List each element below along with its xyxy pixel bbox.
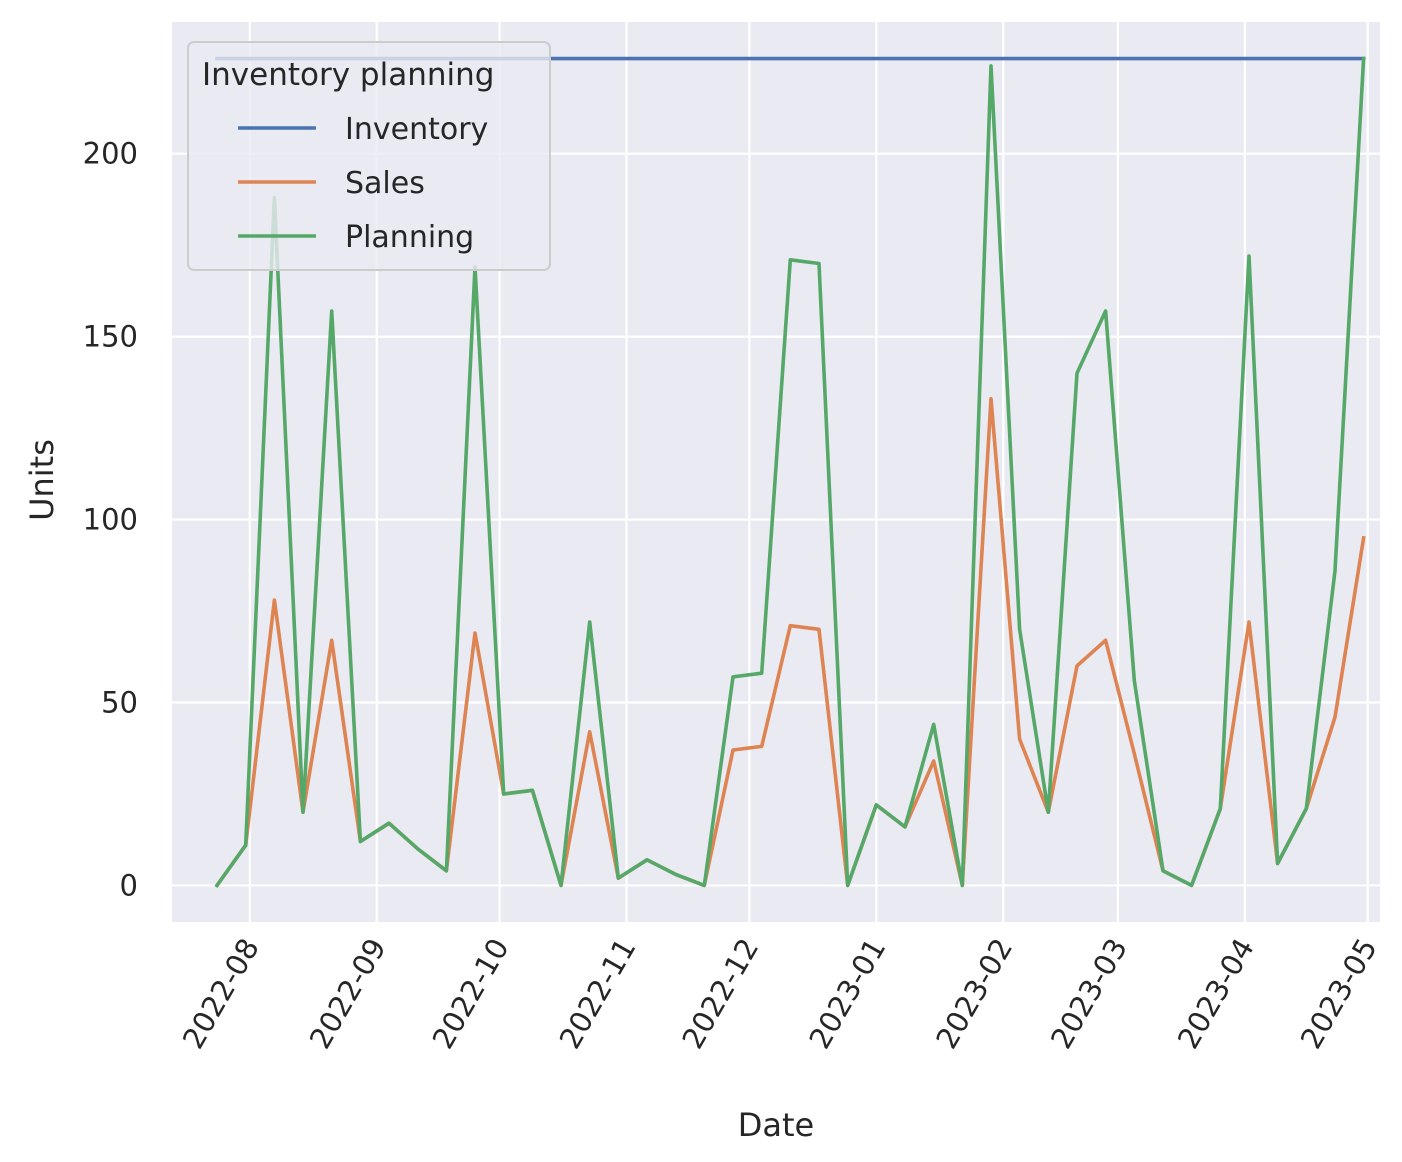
x-tick-label: 2022-10 xyxy=(426,933,516,1055)
x-tick-label: 2023-02 xyxy=(929,933,1019,1055)
legend-label-inventory: Inventory xyxy=(345,112,488,147)
x-tick-label: 2023-05 xyxy=(1294,933,1384,1055)
x-tick-label: 2022-11 xyxy=(553,933,643,1055)
y-axis-label: Units xyxy=(23,439,61,521)
x-tick-label: 2022-08 xyxy=(176,933,266,1055)
x-tick-label: 2023-03 xyxy=(1044,933,1134,1055)
x-axis-label: Date xyxy=(738,1106,814,1144)
legend-title: Inventory planning xyxy=(202,57,494,93)
y-tick-label: 0 xyxy=(120,868,138,902)
y-tick-label: 50 xyxy=(101,685,138,719)
x-tick-label: 2022-09 xyxy=(303,933,393,1055)
series-line-planning xyxy=(214,56,1366,888)
y-tick-label: 150 xyxy=(83,320,138,354)
x-tick-label: 2023-04 xyxy=(1171,933,1261,1055)
legend: Inventory planning Inventory Sales Plannin… xyxy=(187,41,551,271)
y-tick-label: 100 xyxy=(83,503,138,537)
x-tick-label: 2023-01 xyxy=(802,933,892,1055)
legend-label-sales: Sales xyxy=(345,166,425,201)
legend-items: Inventory Sales Planning xyxy=(238,112,488,255)
legend-box xyxy=(187,41,551,271)
x-tick-label: 2022-12 xyxy=(675,933,765,1055)
x-axis-ticks: 2022-08 2022-09 2022-10 2022-11 2022-12 2023-… xyxy=(176,933,1384,1055)
legend-label-planning: Planning xyxy=(345,220,474,255)
y-tick-label: 200 xyxy=(83,137,138,171)
y-axis-ticks: 0 50 100 150 200 xyxy=(83,137,138,903)
